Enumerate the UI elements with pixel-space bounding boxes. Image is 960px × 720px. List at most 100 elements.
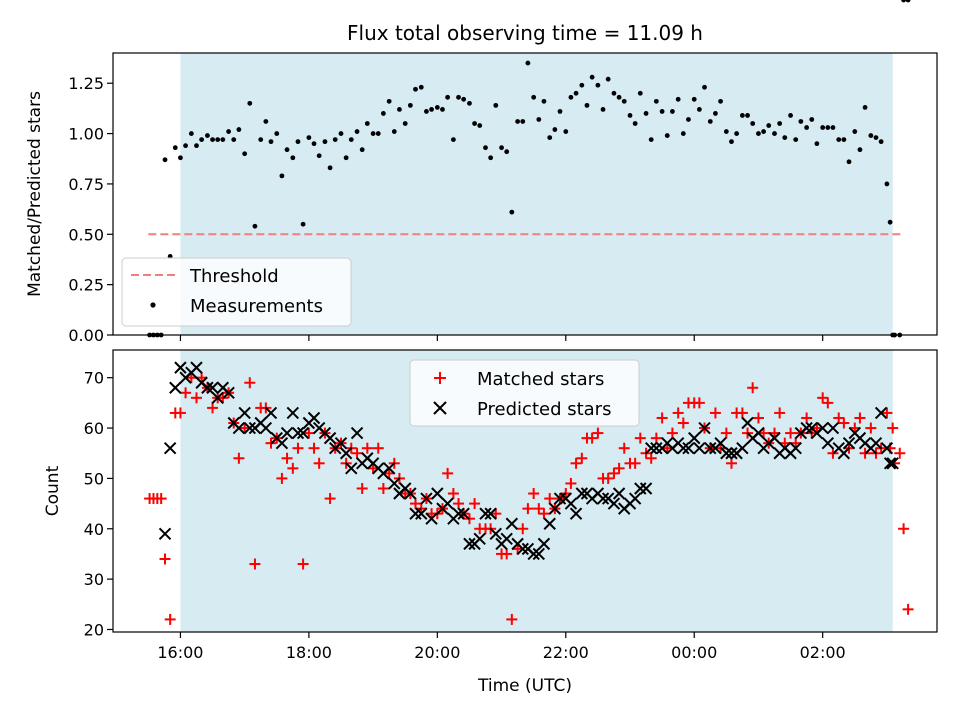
measurement-point: [258, 137, 264, 143]
matched-star-marker: [239, 422, 251, 434]
measurement-point: [595, 82, 601, 88]
y-tick-label: 60: [84, 419, 104, 438]
matched-star-marker: [244, 377, 256, 389]
matched-star-marker: [287, 462, 299, 474]
measurement-point: [338, 131, 344, 136]
predicted-star-marker: [826, 421, 840, 435]
matched-star-marker: [544, 493, 556, 505]
matched-star-marker: [854, 412, 866, 424]
predicted-star-marker: [543, 517, 556, 530]
measurement-point: [509, 209, 515, 215]
measurement-point: [172, 145, 178, 151]
matched-star-marker: [672, 407, 684, 419]
top-panel-frame: [112, 52, 938, 336]
measurement-point: [450, 137, 456, 143]
measurement-point: [887, 219, 893, 225]
top-legend-box: [121, 257, 352, 327]
matched-star-marker: [533, 503, 545, 515]
bottom-panel-legend: Matched stars Predicted stars: [409, 359, 640, 427]
measurement-point: [664, 133, 670, 138]
measurement-point: [605, 76, 611, 82]
measurement-point: [643, 111, 649, 116]
matched-star-marker: [447, 488, 459, 500]
measurement-point: [804, 125, 810, 130]
bottom-panel-predicted-markers: [158, 361, 899, 561]
bottom-panel-y-ticks: 20 30 40 50 60 70: [84, 369, 113, 639]
measurement-point: [723, 129, 729, 134]
predicted-star-marker: [693, 441, 706, 455]
measurement-point: [418, 84, 424, 90]
measurement-point: [718, 98, 723, 104]
predicted-star-marker: [677, 441, 690, 455]
measurement-point: [729, 139, 734, 145]
measurement-point: [205, 133, 210, 138]
measurement-point: [563, 129, 569, 134]
matched-star-marker: [356, 482, 368, 494]
matched-star-marker: [586, 432, 598, 444]
matched-star-marker: [645, 452, 657, 464]
measurement-point: [386, 98, 392, 104]
measurement-point: [621, 98, 627, 104]
measurement-point: [573, 90, 579, 96]
predicted-star-marker: [409, 507, 422, 520]
predicted-star-marker: [789, 441, 802, 455]
measurement-point: [515, 119, 521, 124]
measurement-point: [756, 131, 761, 136]
predicted-star-marker: [704, 441, 717, 455]
measurement-point: [359, 147, 365, 153]
top-panel-y-ticks: 0.00 0.25 0.50 0.75 1.00 1.25: [68, 74, 113, 345]
measurement-point: [397, 107, 402, 112]
matched-star-marker: [887, 422, 899, 434]
chart-title: Flux total observing time = 11.09 h: [347, 21, 703, 45]
predicted-star-marker: [688, 431, 701, 445]
measurement-point: [841, 137, 847, 143]
measurement-point: [691, 96, 697, 102]
predicted-star-marker: [569, 507, 583, 520]
predicted-star-marker: [404, 487, 417, 500]
measurement-point: [659, 109, 665, 114]
measurement-point: [183, 143, 188, 149]
measurement-point: [568, 94, 574, 100]
matched-star-marker: [774, 407, 786, 419]
measurement-point: [713, 111, 718, 116]
matched-star-marker: [501, 548, 513, 560]
threshold-legend-label: Threshold: [189, 266, 279, 287]
matched-star-marker: [469, 498, 481, 510]
measurement-point: [782, 135, 788, 141]
y-tick-label: 1.00: [68, 125, 104, 144]
x-tick-label: 20:00: [414, 643, 460, 662]
measurement-point: [777, 121, 783, 126]
y-tick-label: 0.25: [68, 276, 104, 295]
predicted-star-marker: [816, 421, 829, 435]
predicted-star-marker: [837, 447, 851, 460]
predicted-star-marker: [644, 441, 658, 455]
matched-star-marker: [361, 442, 373, 454]
predicted-star-marker: [201, 381, 214, 394]
measurement-point: [370, 131, 376, 136]
measurement-point: [306, 135, 312, 141]
measurement-point: [627, 113, 633, 118]
matched-star-marker: [736, 407, 748, 419]
measurement-point: [798, 119, 804, 124]
predicted-star-marker: [886, 457, 899, 470]
matched-star-marker: [377, 482, 389, 494]
x-tick-label: 18:00: [286, 643, 332, 662]
predicted-star-marker: [682, 441, 695, 455]
measurement-point: [504, 149, 510, 155]
predicted-star-marker: [158, 527, 172, 541]
predicted-star-marker: [286, 406, 300, 420]
predicted-star-marker: [463, 537, 476, 551]
matched-star-marker: [576, 452, 588, 464]
matched-star-marker: [650, 432, 662, 444]
predicted-star-marker: [607, 497, 621, 510]
measurement-point: [857, 147, 863, 153]
measurement-point: [878, 139, 884, 145]
bottom-panel-x-ticks: 16:00 18:00 20:00 22:00 00:00 02:00: [157, 632, 846, 662]
measurement-point: [653, 98, 659, 104]
measurement-point: [178, 155, 183, 161]
measurement-point: [348, 137, 354, 143]
matched-star-marker: [758, 427, 770, 439]
predicted-star-marker: [874, 406, 888, 420]
measurement-point: [391, 129, 397, 134]
measurement-point: [242, 151, 248, 157]
